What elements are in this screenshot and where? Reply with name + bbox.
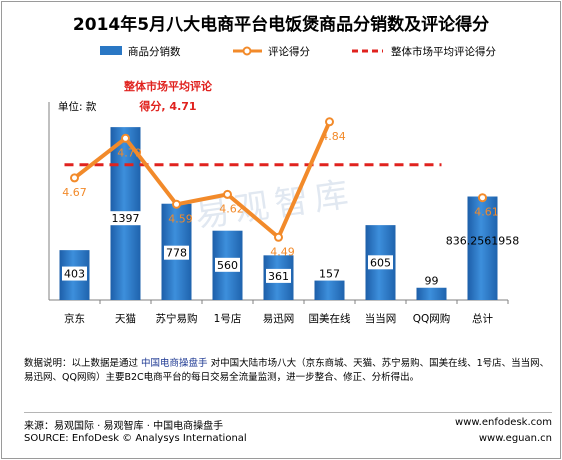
bar-value-label-bg: [215, 257, 240, 272]
bar-value-label: 605: [370, 256, 391, 269]
bar-7: [416, 287, 447, 300]
score-point: [223, 189, 232, 199]
source-url-enfodesk[interactable]: www.enfodesk.com: [455, 417, 552, 428]
x-tick-label: 当当网: [365, 312, 397, 325]
score-value-label: 4.79: [117, 146, 142, 159]
bar-value-label: 99: [425, 275, 439, 288]
avg-annotation-line2: 得分, 4.71: [138, 99, 196, 113]
notes-link[interactable]: 中国电商操盘手: [141, 358, 208, 369]
bar-value-label-bg: [368, 255, 393, 270]
notes-lead: 数据说明：以上数据是通过: [24, 358, 139, 369]
score-value-label: 4.67: [62, 186, 87, 199]
score-point: [274, 232, 283, 242]
x-tick-label: 苏宁易购: [156, 312, 198, 325]
source-cn: 来源：易观国际 · 易观智库 · 中国电商操盘手: [24, 421, 224, 432]
bar-value-label-bg: [164, 245, 189, 260]
chart-title: 2014年5月八大电商平台电饭煲商品分销数及评论得分: [73, 14, 489, 35]
legend-line-marker: [242, 46, 252, 56]
bar-value-label: 836.2561958: [446, 235, 519, 248]
source-en: SOURCE: EnfoDesk © Analysys Internationa…: [24, 433, 247, 444]
footer-divider: [24, 412, 552, 413]
legend: 商品分销数 评论得分 整体市场平均评论得分: [100, 45, 496, 58]
avg-annotation-line1: 整体市场平均评论: [123, 79, 213, 93]
y-axis-unit-label: 单位: 款: [58, 100, 97, 113]
score-point: [325, 117, 334, 127]
legend-bar-swatch: [100, 46, 122, 55]
x-tick-label: 总计: [472, 312, 493, 325]
bar-value-label-bg: [109, 211, 142, 226]
x-tick-label: QQ网购: [413, 312, 451, 325]
x-tick-label: 1号店: [214, 312, 242, 325]
bar-value-label-bg: [266, 268, 291, 283]
legend-bar-label: 商品分销数: [128, 45, 181, 58]
x-tick-label: 国美在线: [309, 312, 351, 325]
score-value-label: 4.49: [270, 245, 295, 258]
score-value-label: 4.61: [474, 206, 499, 219]
score-point: [121, 133, 130, 143]
bar-value-label: 361: [268, 270, 289, 283]
source-url-eguan[interactable]: www.eguan.cn: [478, 433, 552, 444]
score-value-label: 4.84: [321, 130, 346, 143]
bar-value-label: 157: [319, 268, 340, 281]
x-tick-label: 易迅网: [263, 313, 295, 325]
data-notes: 数据说明：以上数据是通过 中国电商操盘手 对中国大陆市场八大（京东商城、天猫、苏…: [24, 357, 552, 385]
score-point: [172, 199, 181, 209]
x-tick-label: 天猫: [115, 312, 136, 325]
bar-value-label: 778: [166, 247, 187, 260]
bar-value-label: 403: [64, 268, 85, 281]
legend-line-label: 评论得分: [268, 45, 310, 58]
bar-value-label-bg: [62, 266, 87, 281]
score-value-label: 4.62: [219, 202, 244, 215]
legend-avg-label: 整体市场平均评论得分: [391, 45, 496, 58]
score-point: [478, 193, 487, 203]
x-tick-label: 京东: [64, 312, 85, 325]
notes-body: 对中国大陆市场八大（京东商城、天猫、苏宁易购、国美在线、1号店、当当网、易迅网、…: [24, 358, 550, 383]
score-point: [70, 173, 79, 183]
watermark: 易观智库: [193, 174, 357, 236]
bar-5: [314, 280, 345, 300]
bar-value-label: 560: [217, 259, 238, 272]
score-line: [73, 120, 332, 240]
bar-value-label: 1397: [112, 212, 140, 225]
bar-8: [467, 196, 498, 300]
score-value-label: 4.59: [168, 212, 193, 225]
